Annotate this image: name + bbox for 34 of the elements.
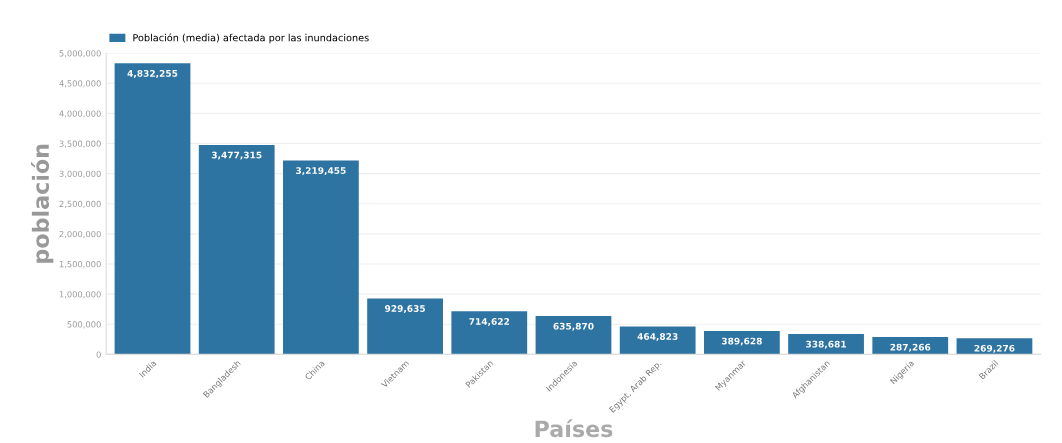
bar xyxy=(788,334,864,355)
bar xyxy=(619,326,696,355)
bar xyxy=(283,160,359,355)
legend-label: Población (media) afectada por las inundaciones xyxy=(133,33,369,44)
y-tick-label: 500,000 xyxy=(67,321,101,329)
y-tick-label: 2,500,000 xyxy=(59,200,101,208)
data-label: 389,628 xyxy=(721,337,762,346)
data-label: 635,870 xyxy=(553,322,594,331)
x-axis-title: Países xyxy=(535,419,613,438)
y-tick-label: 4,500,000 xyxy=(59,80,101,88)
y-tick-label: 5,000,000 xyxy=(59,50,101,58)
data-label: 269,276 xyxy=(974,344,1015,353)
data-label: 287,266 xyxy=(890,343,931,352)
data-label: 338,681 xyxy=(806,340,846,349)
bar xyxy=(703,330,780,355)
y-tick-label: 3,000,000 xyxy=(59,170,101,178)
y-axis-title: población xyxy=(30,144,54,263)
bar xyxy=(535,316,612,355)
y-tick-label: 2,000,000 xyxy=(59,230,101,239)
data-label: 929,635 xyxy=(385,305,426,314)
data-label: 3,219,455 xyxy=(296,167,346,176)
data-label: 714,622 xyxy=(469,318,510,327)
y-tick-label: 3,500,000 xyxy=(59,140,101,148)
bar xyxy=(114,63,191,355)
data-label: 464,823 xyxy=(637,333,678,342)
bar xyxy=(367,298,443,355)
data-label: 4,832,255 xyxy=(127,69,178,78)
y-tick-label: 1,500,000 xyxy=(59,261,101,269)
data-label: 3,477,315 xyxy=(211,151,262,160)
y-tick-label: 0 xyxy=(96,351,101,358)
y-tick-label: 4,000,000 xyxy=(59,110,101,118)
y-tick-label: 1,000,000 xyxy=(59,291,101,299)
bar xyxy=(198,144,275,355)
bar xyxy=(451,311,528,355)
